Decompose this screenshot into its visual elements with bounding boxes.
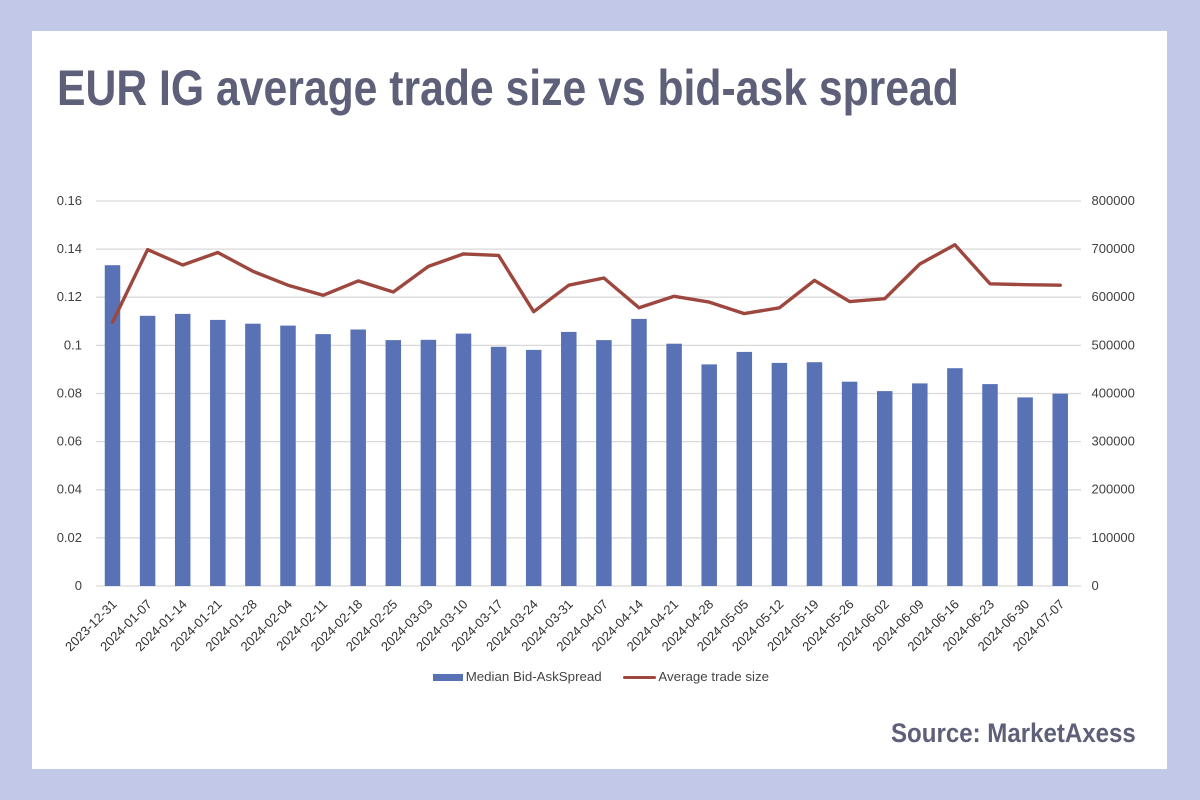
- svg-text:0.04: 0.04: [57, 482, 82, 497]
- svg-text:0.12: 0.12: [57, 289, 82, 304]
- svg-text:100000: 100000: [1092, 530, 1135, 545]
- svg-text:0.1: 0.1: [64, 337, 82, 352]
- svg-text:0.14: 0.14: [57, 241, 82, 256]
- svg-text:500000: 500000: [1092, 337, 1135, 352]
- svg-text:300000: 300000: [1092, 434, 1135, 449]
- svg-text:600000: 600000: [1092, 289, 1135, 304]
- svg-text:400000: 400000: [1092, 385, 1135, 400]
- svg-text:0.16: 0.16: [57, 193, 82, 208]
- svg-text:0: 0: [75, 578, 82, 593]
- svg-text:0: 0: [1092, 578, 1099, 593]
- svg-text:0.06: 0.06: [57, 434, 82, 449]
- svg-text:700000: 700000: [1092, 241, 1135, 256]
- svg-text:200000: 200000: [1092, 482, 1135, 497]
- svg-text:0.02: 0.02: [57, 530, 82, 545]
- svg-text:800000: 800000: [1092, 193, 1135, 208]
- svg-text:0.08: 0.08: [57, 385, 82, 400]
